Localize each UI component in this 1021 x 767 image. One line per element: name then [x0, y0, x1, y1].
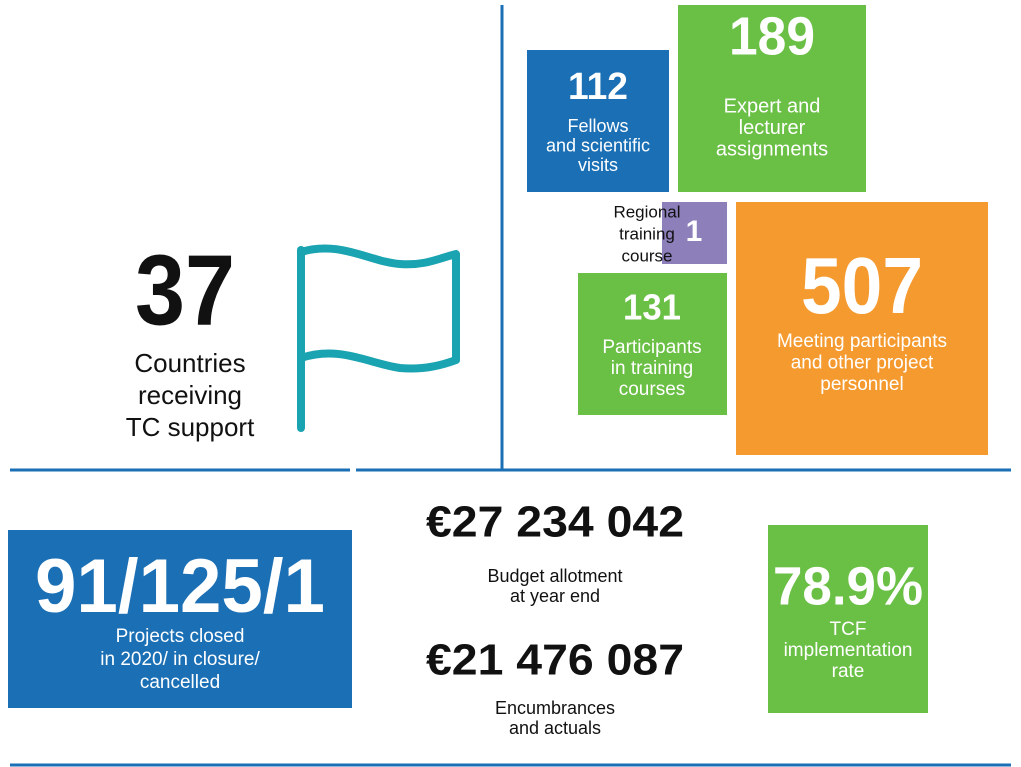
- budget-label: Budget allotment: [487, 566, 622, 586]
- participants-label: in training: [611, 358, 693, 379]
- meeting-label: Meeting participants: [777, 331, 947, 352]
- projects-box: [8, 530, 352, 708]
- tcf-value: 78.9%: [773, 556, 923, 616]
- projects-label: Projects closed: [116, 626, 245, 647]
- countries-value: 37: [135, 234, 235, 346]
- fellows-label: and scientific: [546, 135, 650, 155]
- projects-label: cancelled: [140, 672, 220, 693]
- encumbrances-label: Encumbrances: [495, 698, 615, 718]
- regional-label: course: [621, 246, 672, 265]
- regional-label: training: [619, 224, 675, 243]
- participants-label: Participants: [602, 337, 701, 358]
- experts-label: Expert and: [724, 95, 821, 117]
- encumbrances-label: and actuals: [509, 718, 601, 738]
- regional-label: Regional: [613, 202, 680, 221]
- encumbrances-value: €21 476 087: [426, 636, 684, 685]
- experts-label: assignments: [716, 138, 828, 160]
- dividers: [10, 5, 1011, 767]
- tcf-box: [768, 525, 928, 713]
- budget-label: at year end: [510, 586, 600, 606]
- fellows-box: [527, 50, 669, 192]
- experts-value: 189: [729, 6, 815, 66]
- fellows-value: 112: [568, 66, 628, 108]
- experts-label: lecturer: [739, 117, 806, 139]
- participants-label: courses: [619, 379, 686, 400]
- meeting-value: 507: [801, 241, 923, 330]
- tcf-label: TCF: [830, 619, 867, 640]
- flag-icon: [297, 244, 460, 432]
- projects-label: in 2020/ in closure/: [100, 649, 260, 670]
- tcf-label: rate: [832, 661, 865, 682]
- regional-value: 1: [686, 215, 703, 248]
- experts-box: [678, 5, 866, 192]
- budget-value: €27 234 042: [426, 498, 684, 547]
- countries-label: receiving: [138, 380, 242, 410]
- participants-box: [578, 273, 727, 415]
- fellows-label: Fellows: [567, 116, 628, 136]
- countries-label: Countries: [134, 348, 245, 378]
- fellows-label: visits: [578, 155, 618, 175]
- meeting-box: [736, 202, 988, 455]
- projects-value: 91/125/1: [35, 544, 325, 629]
- tcf-label: implementation: [784, 640, 913, 661]
- meeting-label: and other project: [791, 353, 934, 374]
- meeting-label: personnel: [820, 374, 903, 395]
- participants-value: 131: [623, 287, 681, 328]
- regional-box: [662, 202, 727, 264]
- countries-label: TC support: [126, 412, 255, 442]
